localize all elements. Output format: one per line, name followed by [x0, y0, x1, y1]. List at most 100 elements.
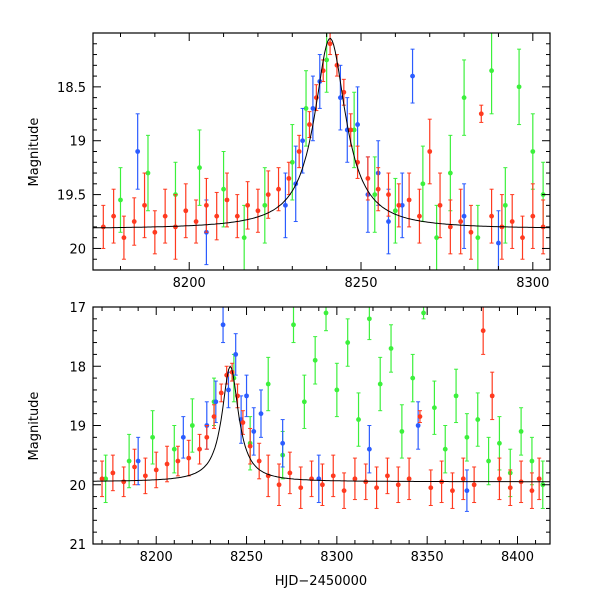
data-point-s2-8 — [265, 381, 271, 387]
data-point-s0-39 — [478, 111, 484, 117]
data-point-s0-0 — [100, 224, 106, 230]
data-point-s2-12 — [392, 208, 398, 214]
top-axis-ticks: 8200 8250 8300 18.5 19 19.5 20 — [57, 32, 550, 291]
data-point-s2-18 — [377, 381, 383, 387]
data-point-s2-3 — [171, 446, 177, 452]
data-point-s0-18 — [256, 458, 262, 464]
data-point-s0-17 — [276, 186, 281, 192]
bottom-y-axis-label: Magnitude — [27, 392, 42, 461]
data-point-s0-28 — [365, 176, 371, 181]
data-point-s2-10 — [351, 127, 357, 133]
data-point-s0-9 — [197, 446, 202, 452]
bottom-data-points — [99, 306, 546, 512]
data-point-s0-42 — [507, 485, 513, 491]
data-point-s0-31 — [396, 202, 402, 208]
data-point-s2-19 — [388, 346, 394, 351]
data-point-s2-11 — [301, 399, 307, 405]
data-point-s0-40 — [489, 213, 494, 219]
data-point-s2-16 — [461, 95, 467, 101]
bottom-x-axis-label: HJD−2450000 — [275, 574, 367, 589]
top-y-axis-label: Magnitude — [27, 118, 42, 187]
data-point-s0-45 — [540, 224, 546, 230]
data-point-s2-15 — [345, 340, 351, 345]
y-tick-label-2: 19.5 — [57, 189, 86, 204]
data-point-s1-9 — [355, 122, 360, 127]
data-point-s0-2 — [121, 235, 127, 241]
data-point-s2-31 — [518, 429, 524, 434]
data-point-s0-39 — [480, 328, 486, 334]
data-point-s1-3 — [213, 399, 219, 405]
data-point-s2-11 — [372, 192, 378, 197]
data-point-s0-43 — [520, 235, 525, 241]
x-tick-label-0: 8200 — [140, 550, 173, 565]
data-point-s0-32 — [406, 197, 412, 203]
data-point-s0-21 — [287, 470, 293, 476]
y-tick-label-1: 19 — [69, 135, 86, 150]
data-point-s0-26 — [341, 488, 347, 494]
data-point-s0-33 — [417, 213, 422, 219]
data-point-s2-16 — [356, 417, 361, 422]
x-tick-label-4: 8400 — [501, 550, 534, 565]
data-point-s2-13 — [323, 310, 329, 316]
y-tick-label-3: 20 — [69, 479, 86, 494]
data-point-s2-26 — [464, 434, 470, 440]
data-point-s0-12 — [218, 390, 224, 396]
data-point-s1-9 — [251, 429, 257, 434]
data-point-s0-37 — [460, 476, 466, 482]
data-point-s1-10 — [258, 411, 264, 417]
data-point-s0-8 — [183, 208, 189, 214]
data-point-s0-4 — [142, 202, 147, 208]
data-point-s0-45 — [536, 476, 542, 482]
data-point-s2-17 — [475, 235, 481, 241]
data-point-s0-16 — [265, 192, 271, 197]
data-point-s0-34 — [427, 149, 433, 154]
data-point-s2-5 — [241, 235, 247, 241]
data-point-s2-0 — [118, 197, 123, 203]
data-point-s1-15 — [464, 488, 470, 494]
data-point-s0-28 — [363, 479, 369, 485]
data-point-s2-23 — [431, 405, 437, 411]
top-model-curve — [92, 37, 551, 229]
data-point-s2-1 — [145, 170, 151, 176]
data-point-s1-2 — [283, 202, 288, 208]
data-point-s1-5 — [310, 106, 316, 111]
data-point-s0-11 — [211, 414, 217, 420]
data-point-s0-41 — [497, 476, 502, 482]
y-tick-label-1: 18 — [69, 360, 86, 375]
data-point-s2-21 — [410, 375, 416, 381]
data-point-s0-23 — [327, 41, 333, 47]
data-point-s0-36 — [450, 488, 455, 494]
data-point-s2-14 — [334, 387, 340, 393]
data-point-s2-2 — [150, 434, 156, 440]
data-point-s0-29 — [374, 485, 379, 491]
data-point-s0-5 — [152, 229, 158, 235]
data-point-s2-29 — [497, 440, 502, 446]
x-tick-label-2: 8300 — [516, 276, 549, 291]
data-point-s2-24 — [442, 446, 448, 452]
data-point-s1-15 — [461, 213, 467, 219]
data-point-s0-14 — [245, 202, 251, 208]
data-point-s1-0 — [135, 149, 141, 154]
y-tick-label-0: 18.5 — [57, 81, 86, 96]
data-point-s0-3 — [132, 464, 137, 470]
data-point-s0-10 — [204, 434, 210, 440]
data-point-s1-5 — [226, 387, 231, 393]
data-point-s1-13 — [366, 446, 372, 452]
data-point-s0-7 — [173, 224, 178, 230]
y-tick-label-2: 19 — [69, 420, 86, 435]
data-point-s2-0 — [103, 476, 109, 482]
data-point-s1-4 — [220, 322, 226, 328]
data-point-s1-14 — [410, 73, 415, 79]
data-point-s0-25 — [341, 89, 347, 95]
data-point-s2-10 — [291, 322, 296, 328]
data-point-s1-8 — [244, 393, 249, 399]
bottom-axis-ticks: 8200 8250 8300 8350 8400 17 18 19 20 21 — [69, 301, 550, 565]
data-point-s1-7 — [337, 95, 343, 101]
data-point-s2-25 — [453, 393, 459, 399]
data-point-s0-17 — [247, 443, 253, 449]
data-point-s1-16 — [496, 240, 501, 246]
data-point-s0-7 — [175, 458, 181, 464]
data-point-s2-4 — [221, 186, 226, 192]
data-point-s0-3 — [131, 219, 137, 224]
